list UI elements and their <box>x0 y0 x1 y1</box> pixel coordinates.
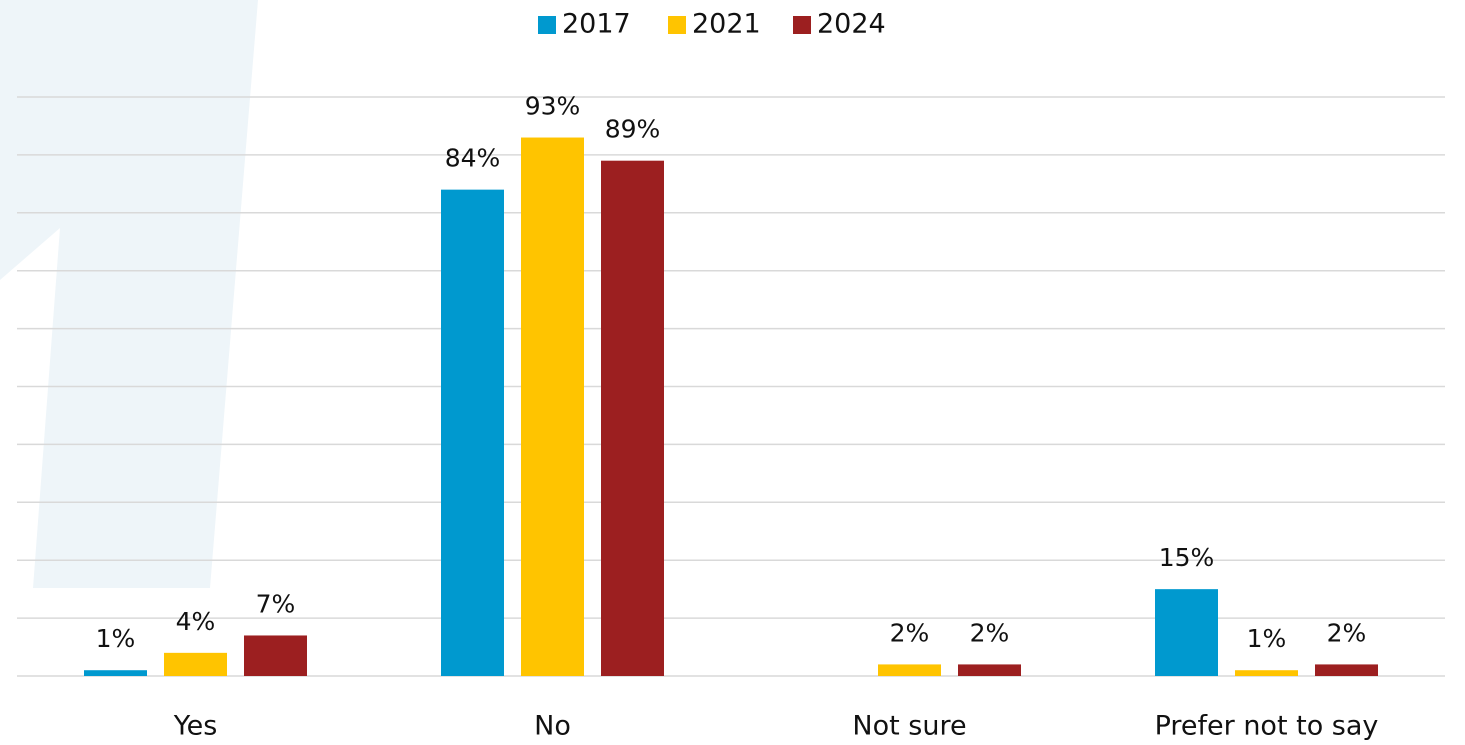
bar <box>601 160 664 676</box>
bar <box>1155 589 1218 676</box>
bar <box>164 652 227 676</box>
bar <box>1315 664 1378 676</box>
legend-swatch <box>668 16 686 34</box>
bar <box>878 664 941 676</box>
bar <box>441 189 504 676</box>
legend-swatch <box>538 16 556 34</box>
bar <box>1235 670 1298 676</box>
value-label: 84% <box>445 144 501 173</box>
bar <box>521 137 584 676</box>
bar <box>84 670 147 676</box>
value-label: 7% <box>256 589 296 618</box>
bar <box>244 635 307 676</box>
background-shape <box>0 0 258 588</box>
legend-label: 2021 <box>692 9 761 40</box>
value-label: 1% <box>1247 624 1287 653</box>
x-tick-label: Prefer not to say <box>1155 711 1379 742</box>
legend-label: 2017 <box>562 9 631 40</box>
value-label: 93% <box>525 92 581 121</box>
legend-label: 2024 <box>817 9 886 40</box>
value-label: 15% <box>1159 543 1215 572</box>
value-label: 1% <box>96 624 136 653</box>
x-tick-label: Not sure <box>852 711 966 742</box>
x-tick-label: No <box>534 711 571 742</box>
value-label: 2% <box>1327 618 1367 647</box>
bar <box>958 664 1021 676</box>
value-label: 4% <box>176 607 216 636</box>
value-label: 2% <box>970 618 1010 647</box>
legend-swatch <box>793 16 811 34</box>
x-tick-label: Yes <box>173 711 218 742</box>
value-label: 89% <box>605 115 661 144</box>
value-label: 2% <box>890 618 930 647</box>
